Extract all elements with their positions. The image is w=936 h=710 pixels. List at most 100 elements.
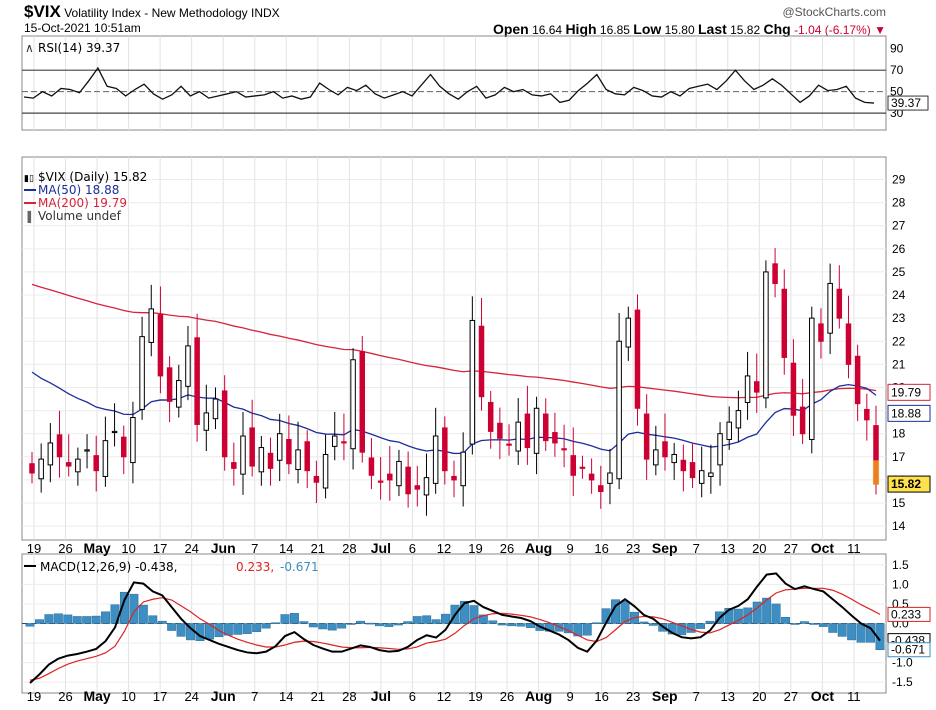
macd-histogram-bar — [809, 623, 819, 625]
candle — [726, 421, 732, 440]
candle — [111, 430, 118, 434]
candle — [799, 406, 806, 435]
x-tick-label: Jul — [371, 540, 391, 556]
candle — [359, 351, 366, 453]
candle — [524, 413, 531, 449]
x-tick-label: 24 — [184, 689, 198, 704]
candle — [552, 432, 558, 444]
price-y-tick: 22 — [892, 334, 906, 348]
x-tick-label: 11 — [847, 541, 861, 556]
rsi-line — [23, 66, 875, 104]
macd-histogram-bar — [412, 616, 422, 624]
candle — [194, 337, 200, 425]
candle — [120, 436, 127, 458]
x-tick-label: Sep — [652, 540, 678, 556]
candle — [763, 271, 769, 399]
candle — [130, 417, 136, 464]
macd-histogram-bar — [592, 622, 602, 624]
macd-histogram-bar — [799, 621, 809, 624]
candle — [625, 317, 632, 348]
macd-histogram-bar — [280, 614, 290, 624]
candle — [809, 317, 815, 440]
macd-histogram-bar — [289, 613, 299, 624]
macd-histogram-bar — [176, 623, 186, 637]
candle — [157, 314, 164, 377]
x-tick-label: 26 — [58, 541, 72, 556]
macd-histogram-bar — [507, 623, 517, 627]
macd-histogram-bar — [620, 600, 630, 624]
x-tick-label: May — [83, 540, 110, 556]
x-tick-label: 27 — [784, 541, 798, 556]
candle — [487, 401, 494, 432]
price-legend-entry: $VIX (Daily) 15.82 — [38, 170, 147, 184]
candle-legend-icon: ▮▯ — [24, 173, 34, 183]
candle — [75, 458, 81, 473]
macd-histogram-bar — [346, 623, 356, 625]
candle — [240, 435, 246, 475]
macd-histogram-bar — [318, 623, 328, 630]
macd-histogram-bar — [790, 623, 800, 625]
candle — [267, 452, 274, 469]
macd-histogram-bar — [403, 621, 413, 624]
candle — [221, 390, 228, 458]
candle — [460, 451, 466, 487]
x-tick-label: 23 — [626, 541, 640, 556]
macd-histogram-bar — [828, 623, 838, 633]
candle — [689, 462, 696, 479]
x-tick-label: 7 — [251, 689, 258, 704]
histogram-legend-value: -0.671 — [280, 560, 319, 574]
symbol: $VIX — [24, 2, 61, 21]
macd-y-tick: -1.0 — [892, 656, 913, 670]
macd-histogram-bar — [743, 607, 753, 624]
down-arrow-icon: ▼ — [874, 23, 886, 37]
open-value: 16.64 — [532, 23, 563, 37]
candle — [84, 449, 90, 452]
x-tick-label: Aug — [525, 688, 552, 704]
x-tick-label: Aug — [525, 540, 552, 556]
candle — [708, 472, 714, 477]
candle — [432, 435, 439, 484]
macd-histogram-bar — [252, 623, 262, 632]
candle — [864, 408, 870, 421]
candle — [304, 441, 310, 472]
x-tick-label: 24 — [184, 541, 198, 556]
candle — [65, 462, 72, 467]
candle — [423, 477, 430, 496]
macd-histogram-bar — [72, 616, 82, 624]
candle — [790, 362, 797, 416]
datetime: 15-Oct-2021 10:51am — [24, 21, 141, 35]
macd-histogram-bar — [469, 605, 479, 624]
macd-histogram-bar — [91, 615, 101, 624]
macd-histogram-bar — [129, 593, 139, 624]
macd-histogram-bar — [771, 603, 781, 624]
candle — [469, 319, 476, 445]
macd-histogram-bar — [573, 623, 583, 637]
candle — [634, 309, 641, 409]
exchange: INDX — [250, 6, 280, 20]
symbol-title-row: $VIX Volatility Index - New Methodology … — [24, 2, 280, 22]
candle — [102, 440, 109, 477]
x-tick-label: 20 — [752, 689, 766, 704]
candle — [368, 457, 375, 476]
rsi-value-box — [887, 95, 929, 111]
candle — [377, 480, 384, 483]
candle — [203, 412, 210, 431]
candle — [671, 453, 677, 464]
candle — [341, 441, 347, 444]
x-tick-label: 19 — [27, 689, 41, 704]
macd-histogram-bar — [781, 616, 791, 624]
x-tick-label: 28 — [342, 541, 356, 556]
price-value-box — [887, 383, 931, 401]
macd-histogram-bar — [34, 619, 44, 624]
watermark: @StockCharts.com — [782, 5, 886, 19]
macd-histogram-bar — [101, 611, 111, 624]
x-tick-label: 12 — [437, 541, 451, 556]
candle — [588, 473, 595, 481]
macd-histogram-bar — [337, 623, 347, 629]
last-value: 15.82 — [730, 23, 761, 37]
x-tick-label: 9 — [566, 541, 573, 556]
legends: ∧ RSI(14) 39.37 ▮▯ $VIX (Daily) 15.82MA(50)… — [24, 41, 319, 574]
candle — [478, 325, 485, 398]
macd-value-label: -0.671 — [891, 643, 925, 657]
x-tick-label: 7 — [251, 541, 258, 556]
